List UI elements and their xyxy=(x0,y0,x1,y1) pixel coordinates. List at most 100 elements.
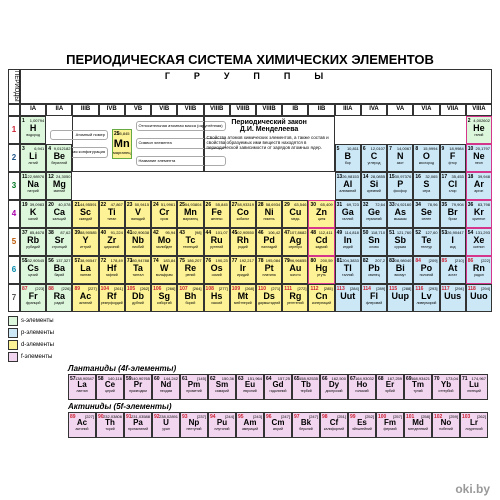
element-cell: 10 20,1797 Ne неон xyxy=(466,144,492,172)
atomic-mass: 35,453 xyxy=(452,174,464,179)
element-name: ливерморий xyxy=(415,302,437,306)
element-name: актиний xyxy=(74,302,96,306)
element-symbol: Te xyxy=(415,236,437,245)
atomic-mass: 200,59 xyxy=(320,258,332,263)
atomic-mass: 87,62 xyxy=(60,230,70,235)
atomic-number: 93 xyxy=(182,414,188,420)
legend-item: p-элементы xyxy=(8,328,54,338)
atomic-number: 54 xyxy=(468,230,474,236)
element-cell: 99 [252] Es эйнштейний xyxy=(348,412,376,438)
element-name: гафний xyxy=(101,274,123,278)
element-name: криптон xyxy=(468,218,490,222)
atomic-mass: 140,116 xyxy=(108,376,122,381)
element-name: цинк xyxy=(310,218,332,222)
atomic-mass: [262] xyxy=(140,286,149,291)
atomic-mass: 174,967 xyxy=(472,376,486,381)
element-cell: 81 204,3833 Tl таллий xyxy=(335,256,361,284)
atomic-mass: [258] xyxy=(421,414,430,419)
atomic-number: 36 xyxy=(468,202,474,208)
element-cell: 21 44,95591 Sc скандий xyxy=(72,200,98,228)
atomic-mass: 102,90550 xyxy=(235,230,254,235)
element-name: барий xyxy=(48,274,70,278)
atomic-mass: 72,64 xyxy=(375,202,385,207)
atomic-number: 4 xyxy=(48,146,51,152)
atomic-mass: 15,9994 xyxy=(423,146,437,151)
atomic-number: 104 xyxy=(101,286,109,292)
element-cell: 89 [227] Ac актиний xyxy=(72,284,98,312)
period-label: 5 xyxy=(8,228,20,256)
element-name: кремний xyxy=(363,190,385,194)
element-symbol: Pu xyxy=(210,419,234,427)
atomic-number: 51 xyxy=(389,230,395,236)
element-name: серебро xyxy=(284,246,306,250)
period-label: 4 xyxy=(8,200,20,228)
element-name: рубидий xyxy=(22,246,44,250)
element-cell: 41 92,90638 Nb ниобий xyxy=(125,228,151,256)
element-symbol: Ne xyxy=(468,152,490,161)
atomic-number: 82 xyxy=(363,258,369,264)
element-cell: 16 32,065 S сера xyxy=(413,172,439,200)
element-cell: 76 190,23 Os осмий xyxy=(204,256,230,284)
atomic-mass: 10,811 xyxy=(347,146,359,151)
element-name: менделевий xyxy=(406,428,430,432)
element-cell: 1 1,00794 H водород xyxy=(20,116,46,144)
element-symbol: Md xyxy=(406,419,430,427)
element-cell: 83 208,98040 Bi висмут xyxy=(387,256,413,284)
element-cell: 110 [271] Ds дармштадтий xyxy=(256,284,282,312)
element-cell: 90 232,03806 Th торий xyxy=(96,412,124,438)
element-symbol: Al xyxy=(337,180,359,189)
element-symbol: At xyxy=(442,264,464,273)
element-cell: 109 [268] Mt мейтнерий xyxy=(230,284,256,312)
atomic-mass: [243] xyxy=(253,414,262,419)
lanthanides-section: Лантаниды (4f-элементы) 57 138,90547 La … xyxy=(8,364,492,438)
atomic-mass: [264] xyxy=(193,286,202,291)
element-symbol: Ba xyxy=(48,264,70,273)
atomic-number: 63 xyxy=(238,376,244,382)
atomic-number: 71 xyxy=(462,376,468,382)
atomic-mass: 114,818 xyxy=(345,230,359,235)
element-name: тантал xyxy=(127,274,149,278)
element-cell: 100 [257] Fm фермий xyxy=(376,412,404,438)
atomic-number: 17 xyxy=(442,174,448,180)
atomic-number: 96 xyxy=(266,414,272,420)
element-symbol: Ag xyxy=(284,236,306,245)
element-name: вольфрам xyxy=(153,274,175,278)
atomic-mass: [294] xyxy=(455,286,464,291)
element-symbol: Pd xyxy=(258,236,280,245)
element-name: резерфордий xyxy=(101,302,123,306)
element-name: гольмий xyxy=(350,390,374,394)
element-symbol: Lr xyxy=(462,419,486,427)
element-name: гадолиний xyxy=(266,390,290,394)
element-symbol: Uut xyxy=(337,292,359,301)
element-symbol: Rh xyxy=(232,236,254,245)
atomic-mass: [285] xyxy=(324,286,333,291)
element-symbol: Cd xyxy=(310,236,332,245)
period-label: 6 xyxy=(8,256,20,284)
atomic-mass: [294] xyxy=(481,286,490,291)
atomic-mass: [222] xyxy=(481,258,490,263)
legend-label: s-элементы xyxy=(21,318,54,324)
element-name: торий xyxy=(98,428,122,432)
atomic-number: 18 xyxy=(468,174,474,180)
atomic-mass: 183,84 xyxy=(163,258,175,263)
element-name: галлий xyxy=(337,218,359,222)
atomic-number: 11 xyxy=(22,174,27,180)
element-name: прометий xyxy=(182,390,206,394)
element-cell: 116 [293] Lv ливерморий xyxy=(413,284,439,312)
atomic-number: 42 xyxy=(153,230,159,236)
element-cell: 40 91,224 Zr цирконий xyxy=(99,228,125,256)
element-symbol: Os xyxy=(206,264,228,273)
element-cell: 51 121,760 Sb сурьма xyxy=(387,228,413,256)
element-name: рений xyxy=(179,274,201,278)
element-cell: 19 39,0983 K калий xyxy=(20,200,46,228)
atomic-number: 99 xyxy=(350,414,356,420)
element-symbol: K xyxy=(22,208,44,217)
legend-item: s-элементы xyxy=(8,316,54,326)
periodic-table-container: ПЕРИОДИЧЕСКАЯ СИСТЕМА ХИМИЧЕСКИХ ЭЛЕМЕНТ… xyxy=(0,0,500,442)
atomic-number: 84 xyxy=(415,258,421,264)
element-cell: 63 151,964 Eu европий xyxy=(236,374,264,400)
element-name: флеровий xyxy=(363,302,385,306)
atomic-number: 77 xyxy=(232,258,238,264)
element-symbol: Uuo xyxy=(468,292,490,301)
atomic-mass: 79,904 xyxy=(452,202,464,207)
